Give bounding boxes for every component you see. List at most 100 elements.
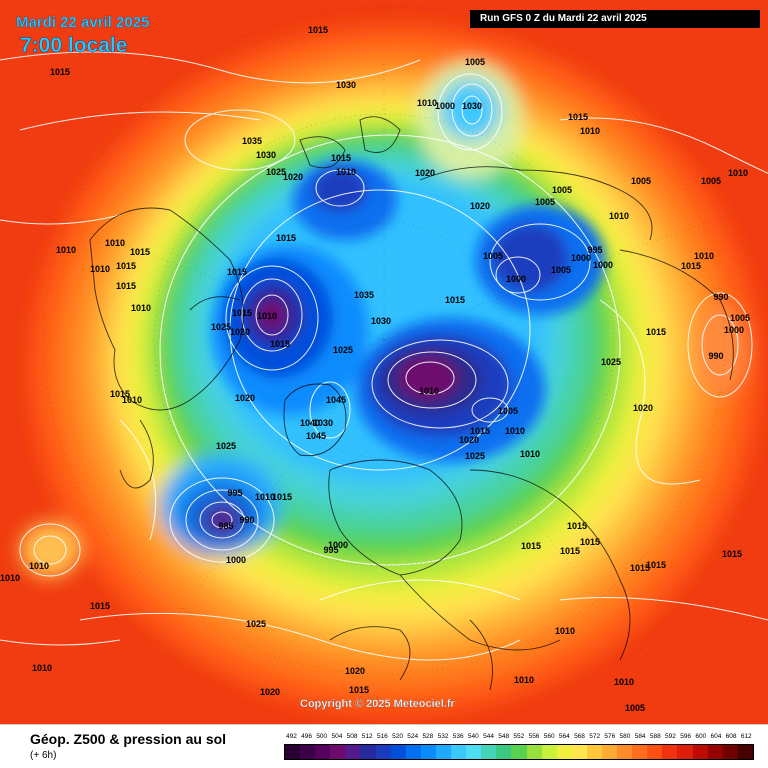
isobar-value-label: 1010 bbox=[105, 238, 125, 248]
isobar-value-label: 1015 bbox=[580, 537, 600, 547]
isobar-value-label: 995 bbox=[227, 488, 242, 498]
color-scale-swatch bbox=[647, 745, 663, 759]
isobar-value-label: 1045 bbox=[306, 431, 326, 441]
color-scale-label: 556 bbox=[528, 733, 540, 740]
color-scale-label: 588 bbox=[649, 733, 661, 740]
model-run-banner: Run GFS 0 Z du Mardi 22 avril 2025 bbox=[470, 10, 760, 28]
isobar-value-label: 1035 bbox=[242, 136, 262, 146]
color-scale-labels: 492 496 500 504 508 512 516 520 524 528 532 536 540 5… bbox=[284, 733, 754, 743]
color-scale-swatch bbox=[285, 745, 301, 759]
color-scale-label: 508 bbox=[346, 733, 358, 740]
isobar-value-label: 1015 bbox=[568, 112, 588, 122]
legend-footer: Géop. Z500 & pression au sol (+ 6h) 492 4… bbox=[0, 724, 768, 768]
isobar-value-label: 1020 bbox=[260, 687, 280, 697]
isobar-value-label: 1005 bbox=[535, 197, 555, 207]
isobar-value-label: 1010 bbox=[514, 675, 534, 685]
color-scale-swatch bbox=[586, 745, 602, 759]
color-scale-label: 492 bbox=[286, 733, 297, 740]
isobar-value-label: 1015 bbox=[272, 492, 292, 502]
color-scale-label: 536 bbox=[452, 733, 464, 740]
color-scale-label: 520 bbox=[392, 733, 403, 740]
lead-time: (+ 6h) bbox=[30, 750, 57, 761]
isobar-value-label: 1010 bbox=[520, 449, 540, 459]
isobar-value-label: 1000 bbox=[506, 274, 526, 284]
color-scale-swatch bbox=[541, 745, 557, 759]
color-scale-label: 560 bbox=[543, 733, 555, 740]
isobar-value-label: 1015 bbox=[110, 389, 130, 399]
color-scale-label: 592 bbox=[665, 733, 676, 740]
color-scale-label: 600 bbox=[695, 733, 707, 740]
isobar-value-label: 1010 bbox=[336, 167, 356, 177]
isobar-value-label: 1015 bbox=[308, 25, 328, 35]
isobar-value-label: 990 bbox=[713, 292, 728, 302]
isobar-value-label: 1020 bbox=[633, 403, 653, 413]
isobar-value-label: 1015 bbox=[227, 267, 247, 277]
color-scale-label: 568 bbox=[574, 733, 585, 740]
isobar-value-label: 1005 bbox=[552, 185, 572, 195]
isobar-value-label: 1030 bbox=[313, 418, 333, 428]
isobar-value-label: 1005 bbox=[483, 251, 503, 261]
isobar-value-label: 1010 bbox=[694, 251, 714, 261]
isobar-value-label: 1000 bbox=[435, 101, 455, 111]
isobar-value-label: 1020 bbox=[415, 168, 435, 178]
color-scale-swatch bbox=[481, 745, 497, 759]
isobar-value-label: 1015 bbox=[232, 308, 252, 318]
isobar-value-label: 1025 bbox=[465, 451, 485, 461]
coastlines bbox=[89, 116, 734, 691]
isobar-value-label: 1035 bbox=[354, 290, 374, 300]
color-scale-label: 524 bbox=[407, 733, 419, 740]
isobar-value-label: 1015 bbox=[130, 247, 150, 257]
isobar-value-label: 1020 bbox=[345, 666, 365, 676]
color-scale-swatch bbox=[360, 745, 376, 759]
isobar-value-label: 1010 bbox=[255, 492, 275, 502]
isobar-value-label: 1015 bbox=[646, 560, 666, 570]
color-scale-swatch bbox=[345, 745, 361, 759]
isobar-value-label: 1000 bbox=[571, 253, 591, 263]
color-scale-swatch bbox=[737, 745, 753, 759]
isobar-value-label: 1015 bbox=[50, 67, 70, 77]
isobar-value-label: 1010 bbox=[555, 626, 575, 636]
isobar-value-label: 1015 bbox=[331, 153, 351, 163]
isobar-value-label: 1025 bbox=[211, 322, 231, 332]
color-scale-label: 516 bbox=[376, 733, 388, 740]
color-scale-label: 500 bbox=[316, 733, 328, 740]
isobar-value-label: 1010 bbox=[56, 245, 76, 255]
color-scale-label: 548 bbox=[498, 733, 510, 740]
isobar-value-label: 1020 bbox=[470, 201, 490, 211]
isobar-value-label: 1005 bbox=[551, 265, 571, 275]
isobar-value-label: 1020 bbox=[235, 393, 255, 403]
isobar-value-label: 1015 bbox=[470, 426, 490, 436]
isobar-value-label: 1015 bbox=[270, 339, 290, 349]
color-scale-swatch bbox=[617, 745, 633, 759]
isobar-value-label: 1010 bbox=[609, 211, 629, 221]
isobar-value-label: 990 bbox=[239, 515, 254, 525]
isobar-value-label: 1010 bbox=[90, 264, 110, 274]
color-scale-bar bbox=[284, 744, 754, 760]
isobar-value-label: 1015 bbox=[567, 521, 587, 531]
color-scale-label: 528 bbox=[422, 733, 434, 740]
isobar-value-label: 1020 bbox=[230, 327, 250, 337]
copyright-notice: Copyright © 2025 Meteociel.fr bbox=[300, 698, 455, 710]
color-scale-swatch bbox=[556, 745, 572, 759]
color-scale-label: 512 bbox=[361, 733, 373, 740]
isobar-value-label: 1030 bbox=[336, 80, 356, 90]
isobar-value-label: 1000 bbox=[724, 325, 744, 335]
color-scale-swatch bbox=[435, 745, 452, 759]
isobar-value-label: 1020 bbox=[283, 172, 303, 182]
color-scale-swatch bbox=[662, 745, 678, 759]
isobar-value-label: 1010 bbox=[580, 126, 600, 136]
isobar-value-label: 1015 bbox=[681, 261, 701, 271]
isobar-value-label: 1015 bbox=[349, 685, 369, 695]
color-scale-swatch bbox=[526, 745, 542, 759]
isobar-value-label: 1045 bbox=[326, 395, 346, 405]
isobar-value-label: 1025 bbox=[266, 167, 286, 177]
color-scale-swatch bbox=[466, 745, 482, 759]
isobar-value-label: 1015 bbox=[722, 549, 742, 559]
isobar-value-label: 1025 bbox=[601, 357, 621, 367]
color-scale-swatch bbox=[707, 745, 723, 759]
isobar-value-label: 1015 bbox=[116, 281, 136, 291]
isobar-value-label: 1025 bbox=[333, 345, 353, 355]
isobar-value-label: 1005 bbox=[625, 703, 645, 713]
